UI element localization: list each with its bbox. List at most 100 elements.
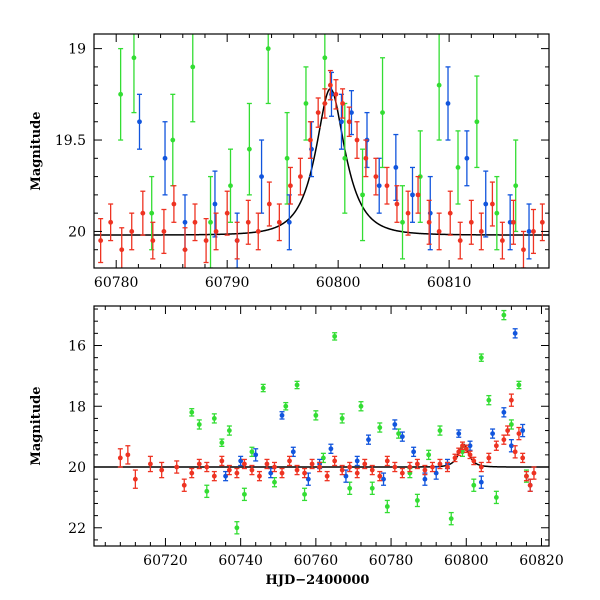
data-marker — [486, 455, 492, 461]
data-point — [520, 452, 526, 464]
data-point — [287, 166, 293, 205]
data-marker — [381, 476, 386, 482]
data-marker — [399, 434, 405, 440]
data-point — [162, 121, 168, 196]
data-point — [384, 455, 390, 467]
data-point — [394, 185, 400, 223]
data-point — [302, 467, 308, 479]
data-point — [463, 444, 469, 454]
data-point — [211, 413, 217, 424]
data-marker — [354, 458, 360, 464]
data-marker — [340, 101, 345, 106]
data-point — [490, 428, 496, 439]
data-point — [245, 199, 251, 245]
data-point — [189, 467, 195, 479]
data-marker — [436, 82, 442, 88]
data-marker — [490, 431, 495, 436]
y-tick-label: 19.5 — [55, 133, 86, 149]
data-marker — [414, 461, 420, 467]
data-marker — [501, 312, 507, 318]
data-marker — [161, 229, 167, 234]
data-marker — [512, 449, 518, 455]
data-marker — [426, 219, 432, 225]
data-marker — [211, 416, 217, 421]
data-point — [507, 194, 513, 251]
data-marker — [192, 219, 198, 225]
data-point — [108, 203, 114, 242]
data-point — [294, 464, 300, 476]
data-marker — [369, 485, 375, 491]
data-marker — [327, 82, 333, 88]
data-marker — [471, 482, 477, 488]
data-point — [354, 121, 360, 159]
data-marker — [524, 473, 529, 479]
data-marker — [118, 91, 124, 97]
data-marker — [483, 201, 489, 207]
data-point — [303, 66, 309, 141]
data-point — [342, 102, 348, 214]
data-marker — [302, 491, 307, 497]
data-point — [224, 190, 230, 236]
data-marker — [125, 452, 131, 458]
data-point — [468, 199, 474, 245]
data-point — [493, 440, 499, 451]
data-marker — [460, 443, 465, 449]
data-marker — [182, 219, 188, 225]
data-marker — [499, 238, 505, 243]
data-point — [377, 470, 383, 482]
data-point — [219, 438, 225, 448]
data-marker — [276, 219, 282, 225]
data-marker — [324, 473, 330, 479]
data-point — [501, 407, 507, 418]
data-marker — [464, 155, 470, 161]
data-point — [290, 446, 296, 458]
data-point — [219, 455, 225, 467]
data-point — [358, 401, 364, 412]
data-marker — [259, 174, 264, 179]
data-marker — [531, 470, 537, 476]
data-point — [493, 490, 499, 505]
x-tick-label: 60800 — [316, 275, 361, 291]
data-point — [384, 499, 390, 514]
data-marker — [486, 397, 492, 403]
data-marker — [516, 431, 522, 436]
x-tick-label: 60800 — [444, 553, 489, 569]
data-point — [234, 467, 240, 479]
data-marker — [98, 238, 104, 243]
data-marker — [260, 385, 266, 391]
data-marker — [137, 119, 142, 125]
data-point — [436, 212, 442, 251]
data-point — [501, 309, 507, 321]
data-marker — [132, 476, 138, 482]
data-marker — [257, 473, 262, 479]
data-marker — [456, 449, 462, 455]
data-marker — [298, 174, 303, 179]
data-point — [381, 472, 387, 486]
data-point — [125, 445, 131, 465]
data-marker — [463, 446, 469, 452]
data-marker — [501, 409, 507, 415]
data-marker — [384, 458, 390, 464]
data-point — [137, 93, 142, 150]
data-marker — [320, 455, 326, 461]
top-panel: 60780 60790 60800 60810 19 19.5 20 Magnitude — [29, 33, 550, 291]
data-marker — [384, 504, 390, 509]
data-marker — [303, 101, 309, 106]
data-point — [429, 461, 435, 473]
data-point — [520, 423, 526, 438]
data-point — [307, 121, 313, 159]
data-marker — [455, 165, 461, 170]
data-marker — [208, 219, 213, 225]
data-marker — [234, 470, 240, 476]
data-point — [396, 428, 402, 439]
data-marker — [129, 229, 135, 234]
data-point — [362, 458, 368, 470]
data-point — [411, 446, 417, 458]
data-point — [287, 455, 293, 467]
data-point — [527, 478, 533, 492]
data-point — [516, 426, 522, 441]
data-marker — [149, 210, 155, 216]
data-point — [211, 470, 217, 482]
data-marker — [445, 464, 450, 470]
data-point — [360, 148, 366, 242]
